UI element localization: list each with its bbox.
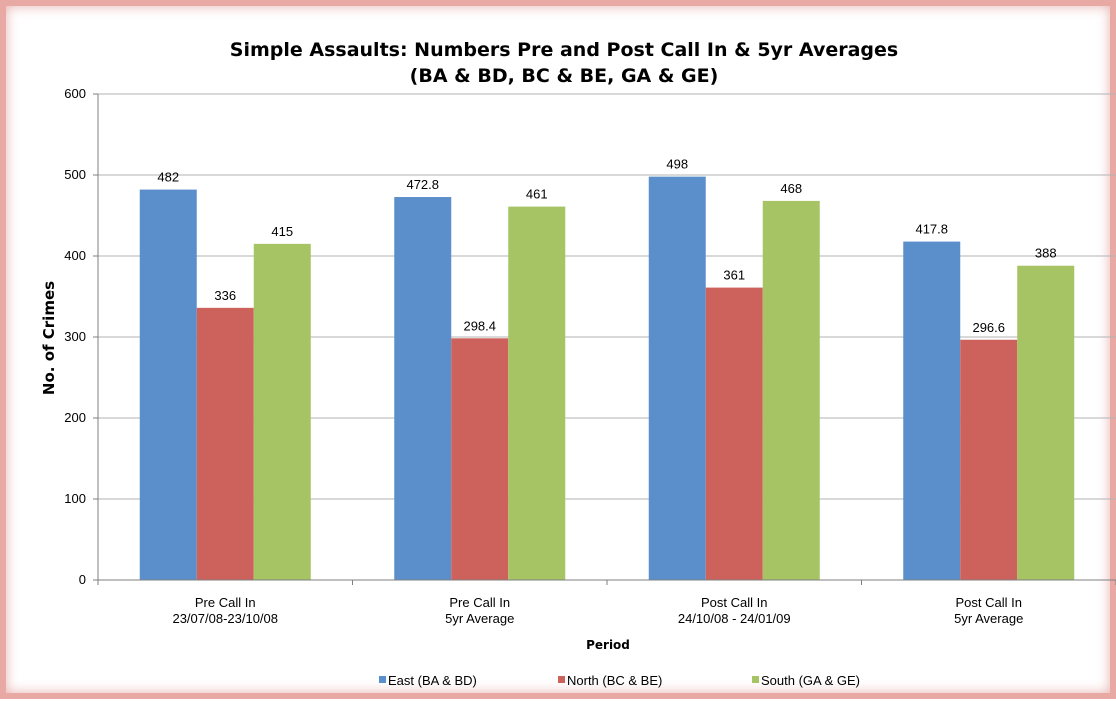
- x-tick-label: 24/10/08 - 24/01/09: [678, 611, 791, 626]
- chart-title: Simple Assaults: Numbers Pre and Post Ca…: [230, 39, 898, 61]
- bar: [762, 200, 820, 581]
- bar: [196, 307, 254, 580]
- y-tick-label: 400: [64, 248, 86, 263]
- chart-svg: Simple Assaults: Numbers Pre and Post Ca…: [40, 39, 1116, 688]
- bar: [451, 338, 509, 580]
- chart-subtitle: (BA & BD, BC & BE, GA & GE): [410, 65, 719, 87]
- data-label: 361: [723, 268, 745, 283]
- y-tick-label: 200: [64, 410, 86, 425]
- data-label: 417.8: [915, 222, 948, 237]
- y-axis-label: No. of Crimes: [40, 281, 58, 395]
- data-label: 482: [157, 170, 179, 185]
- bar: [903, 241, 961, 580]
- data-label: 298.4: [463, 318, 496, 333]
- bars: [139, 176, 1075, 581]
- bar: [139, 189, 197, 580]
- bar: [508, 206, 566, 580]
- data-label: 461: [526, 187, 548, 202]
- bar: [648, 176, 706, 580]
- x-tick-label: 5yr Average: [954, 611, 1023, 626]
- data-label: 336: [214, 288, 236, 303]
- bar: [705, 287, 763, 580]
- data-label: 388: [1035, 246, 1057, 261]
- legend: East (BA & BD) North (BC & BE) South (GA &…: [379, 673, 860, 688]
- bar: [253, 243, 311, 580]
- x-tick-label: 23/07/08-23/10/08: [172, 611, 278, 626]
- x-tick-label: 5yr Average: [445, 611, 514, 626]
- legend-label: East (BA & BD): [388, 673, 477, 688]
- legend-label: North (BC & BE): [567, 673, 662, 688]
- x-tick-label: Pre Call In: [195, 595, 256, 610]
- x-tick-label: Post Call In: [956, 595, 1022, 610]
- x-tick-label: Post Call In: [701, 595, 767, 610]
- y-tick-label: 100: [64, 491, 86, 506]
- y-tick-label: 0: [79, 572, 86, 587]
- y-tick-label: 300: [64, 329, 86, 344]
- data-label: 468: [780, 181, 802, 196]
- data-labels: 482 336 415 472.8 298.4 461 498 361 468 417.8 296.…: [157, 157, 1056, 335]
- data-label: 498: [666, 157, 688, 172]
- bar: [394, 197, 452, 581]
- y-tick-label: 500: [64, 167, 86, 182]
- data-label: 472.8: [406, 177, 439, 192]
- legend-swatch: [558, 676, 565, 683]
- data-label: 415: [271, 224, 293, 239]
- bar: [960, 339, 1018, 580]
- legend-swatch: [752, 676, 759, 683]
- legend-label: South (GA & GE): [761, 673, 860, 688]
- y-tick-label: 600: [64, 86, 86, 101]
- bar: [1017, 265, 1075, 580]
- legend-swatch: [379, 676, 386, 683]
- x-axis-label: Period: [586, 638, 630, 652]
- x-tick-label: Pre Call In: [449, 595, 510, 610]
- data-label: 296.6: [972, 320, 1005, 335]
